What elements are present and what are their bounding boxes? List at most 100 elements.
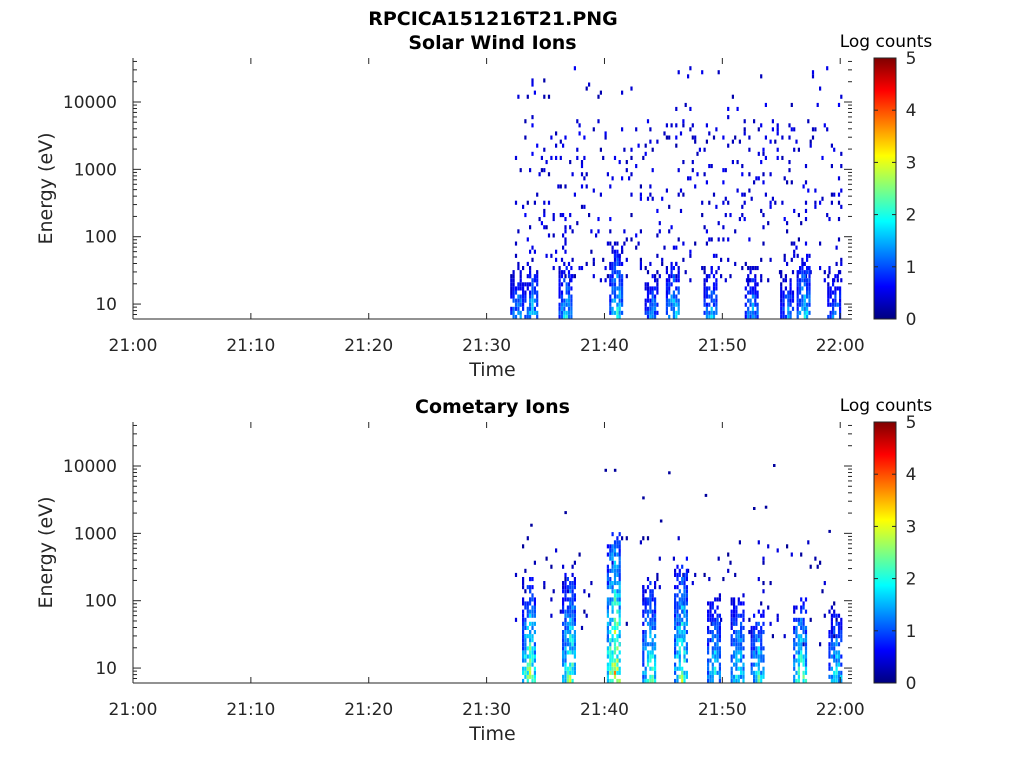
spectrogram-cell	[796, 294, 799, 299]
spectrogram-cell	[708, 131, 711, 136]
spectrogram-cell	[809, 617, 812, 622]
spectrogram-cell	[565, 286, 568, 291]
spectrogram-cell	[672, 278, 675, 283]
spectrogram-cell	[789, 278, 792, 283]
spectrogram-cell	[646, 601, 650, 606]
spectrogram-cell	[531, 654, 534, 659]
spectrogram-cell	[795, 625, 798, 630]
spectrogram-cell	[555, 155, 558, 160]
spectrogram-cell	[782, 278, 785, 283]
spectrogram-cell	[564, 613, 567, 618]
spectrogram-cell	[616, 302, 619, 307]
spectrogram-cell	[613, 548, 617, 553]
spectrogram-cell	[740, 625, 743, 630]
spectrogram-cell	[642, 155, 645, 160]
spectrogram-cell	[559, 609, 562, 614]
spectrogram-cell	[562, 564, 565, 569]
spectrogram-cell	[797, 662, 800, 667]
spectrogram-cell	[545, 253, 548, 258]
spectrogram-cell	[654, 666, 657, 671]
spectrogram-cell	[562, 605, 565, 610]
spectrogram-cell	[563, 314, 566, 319]
spectrogram-cell	[602, 257, 605, 262]
spectrogram-cell	[613, 468, 617, 472]
spectrogram-cell	[764, 155, 767, 160]
spectrogram-cell	[748, 147, 751, 152]
spectrogram-cell	[618, 601, 621, 606]
spectrogram-cell	[760, 257, 763, 262]
spectrogram-cell	[703, 278, 706, 283]
spectrogram-cell	[749, 302, 752, 307]
spectrogram-cell	[569, 638, 572, 643]
spectrogram-cell	[703, 302, 706, 307]
spectrogram-cell	[806, 270, 809, 275]
spectrogram-cell	[835, 245, 838, 250]
spectrogram-cell	[835, 670, 838, 675]
spectrogram-cell	[564, 621, 567, 626]
spectrogram-cell	[676, 634, 679, 639]
spectrogram-cell	[560, 270, 564, 275]
spectrogram-cell	[529, 601, 532, 606]
spectrogram-cell	[611, 278, 614, 283]
spectrogram-cell	[748, 188, 751, 193]
spectrogram-cell	[569, 666, 572, 671]
spectrogram-cell	[642, 658, 645, 663]
spectrogram-cell	[529, 310, 532, 315]
spectrogram-cell	[526, 261, 529, 266]
spectrogram-cell	[751, 302, 754, 307]
spectrogram-cell	[683, 678, 686, 683]
spectrogram-cell	[793, 609, 796, 614]
spectrogram-cell	[799, 282, 802, 287]
spectrogram-cell	[689, 66, 692, 71]
spectrogram-cell	[727, 143, 730, 148]
spectrogram-cell	[672, 298, 675, 303]
spectrogram-cell	[543, 581, 546, 586]
spectrogram-cell	[808, 298, 811, 303]
spectrogram-cell	[536, 270, 539, 275]
spectrogram-cell	[522, 654, 525, 659]
spectrogram-cell	[826, 66, 829, 71]
spectrogram-cell	[524, 621, 527, 626]
spectrogram-cell	[677, 286, 680, 291]
spectrogram-cell	[545, 160, 548, 165]
spectrogram-cell	[569, 621, 572, 626]
spectrogram-cell	[806, 294, 809, 299]
spectrogram-cell	[512, 282, 515, 287]
spectrogram-cell	[827, 274, 830, 279]
spectrogram-cell	[665, 302, 668, 307]
spectrogram-cell	[672, 245, 675, 250]
spectrogram-cell	[814, 188, 817, 193]
spectrogram-cell	[675, 314, 678, 319]
spectrogram-cell	[654, 617, 657, 622]
spectrogram-cell	[803, 302, 806, 307]
spectrogram-cell	[654, 286, 657, 291]
spectrogram-cell	[573, 617, 576, 622]
spectrogram-cell	[531, 634, 534, 639]
spectrogram-cell	[609, 650, 612, 655]
spectrogram-cell	[738, 139, 741, 144]
spectrogram-cell	[760, 74, 763, 79]
spectrogram-cell	[597, 229, 600, 234]
spectrogram-cell	[618, 253, 621, 258]
spectrogram-cell	[781, 135, 784, 140]
spectrogram-cell	[635, 164, 638, 169]
spectrogram-cell	[524, 290, 527, 295]
spectrogram-cell	[707, 625, 710, 630]
spectrogram-cell	[804, 609, 808, 614]
spectrogram-cell	[533, 678, 536, 683]
spectrogram-cell	[793, 658, 796, 663]
spectrogram-cell	[687, 176, 690, 181]
spectrogram-cell	[715, 204, 718, 209]
spectrogram-cell	[618, 634, 621, 639]
spectrogram-cell	[687, 74, 690, 79]
spectrogram-cell	[742, 601, 745, 606]
spectrogram-cell	[709, 605, 712, 610]
spectrogram-cell	[733, 674, 736, 679]
spectrogram-cell	[819, 266, 822, 271]
spectrogram-cell	[656, 270, 659, 275]
spectrogram-cell	[529, 306, 532, 311]
spectrogram-cell	[570, 306, 573, 311]
spectrogram-cell	[621, 278, 624, 283]
spectrogram-cell	[613, 568, 617, 573]
spectrogram-cell	[784, 314, 787, 319]
